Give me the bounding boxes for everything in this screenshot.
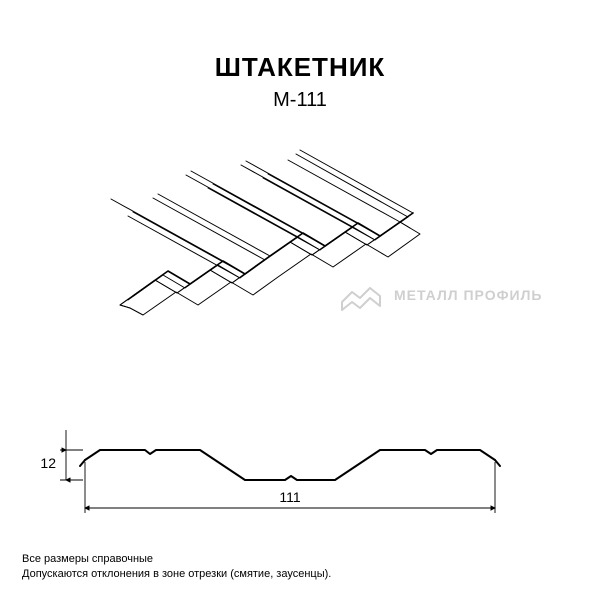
page: ШТАКЕТНИК M-111 bbox=[0, 0, 600, 600]
page-title: ШТАКЕТНИК bbox=[0, 52, 600, 83]
logo-icon bbox=[340, 280, 384, 312]
logo-text: МЕТАЛЛ ПРОФИЛЬ bbox=[394, 288, 543, 303]
footer-line-1: Все размеры справочные bbox=[22, 552, 331, 567]
cross-section-diagram: 111 12 bbox=[0, 400, 600, 530]
width-dimension-label: 111 bbox=[279, 489, 300, 505]
isometric-drawing bbox=[0, 130, 600, 360]
footer-note: Все размеры справочные Допускаются откло… bbox=[22, 552, 331, 582]
brand-logo: МЕТАЛЛ ПРОФИЛЬ bbox=[340, 280, 570, 312]
page-subtitle: M-111 bbox=[0, 89, 600, 112]
height-dimension-label: 12 bbox=[40, 455, 56, 471]
header: ШТАКЕТНИК M-111 bbox=[0, 0, 600, 112]
footer-line-2: Допускаются отклонения в зоне отрезки (с… bbox=[22, 567, 331, 582]
